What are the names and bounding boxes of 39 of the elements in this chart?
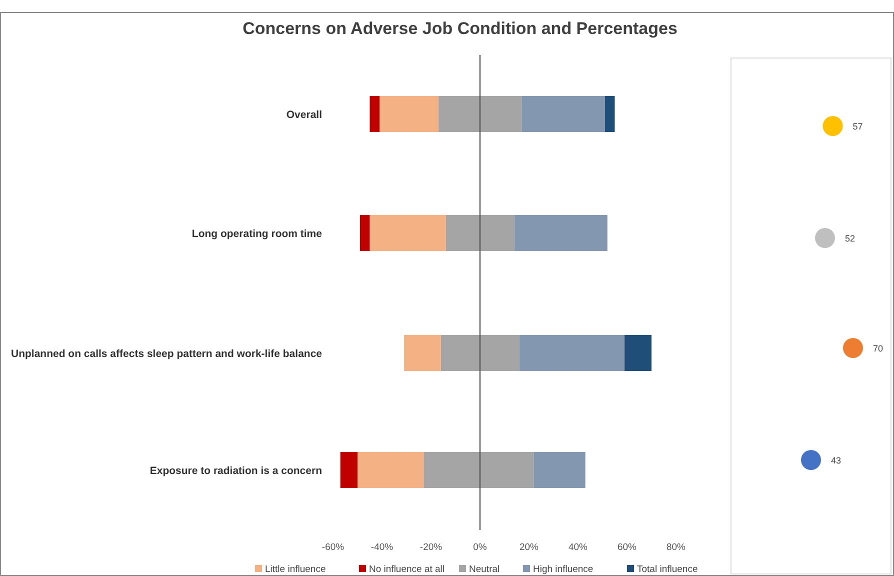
x-tick-label: 0% (473, 542, 488, 553)
bar (514, 215, 608, 251)
bar (604, 96, 615, 132)
data-label: 43 (831, 456, 842, 466)
bar (370, 215, 446, 251)
bar (522, 96, 605, 132)
point (843, 338, 863, 358)
legend-label: No influence at all (369, 564, 445, 575)
bar (519, 335, 625, 371)
legend-label: High influence (533, 564, 594, 575)
bar (340, 452, 358, 488)
x-tick-label: 80% (666, 542, 686, 553)
data-label: 70 (873, 344, 884, 354)
x-tick-label: 40% (568, 542, 588, 553)
legend-label: Neutral (469, 564, 500, 575)
y-tick-label: Unplanned on calls affects sleep pattern and work-life balance (11, 348, 322, 360)
legend-label: Little influence (265, 564, 326, 575)
point (801, 450, 821, 470)
x-tick-label: -60% (322, 542, 345, 553)
y-tick-label: Exposure to radiation is a concern (150, 465, 322, 477)
bar (534, 452, 586, 488)
y-tick-label: Long operating room time (192, 228, 322, 240)
data-label: 52 (845, 234, 856, 244)
chart-title: Concerns on Adverse Job Condition and Percentages (242, 19, 678, 38)
bar (358, 452, 424, 488)
bar (404, 335, 441, 371)
point (822, 116, 843, 136)
bar (370, 96, 380, 132)
bar (360, 215, 370, 251)
x-tick-label: -20% (420, 542, 443, 553)
point (815, 228, 835, 248)
data-label: 57 (852, 122, 863, 132)
legend-label: Total influence (637, 564, 698, 575)
x-tick-label: 20% (519, 542, 540, 553)
y-tick-label: Overall (286, 109, 322, 121)
bar (380, 96, 438, 132)
x-tick-label: -40% (370, 542, 394, 553)
x-tick-label: 60% (617, 542, 638, 553)
bar (624, 335, 652, 371)
